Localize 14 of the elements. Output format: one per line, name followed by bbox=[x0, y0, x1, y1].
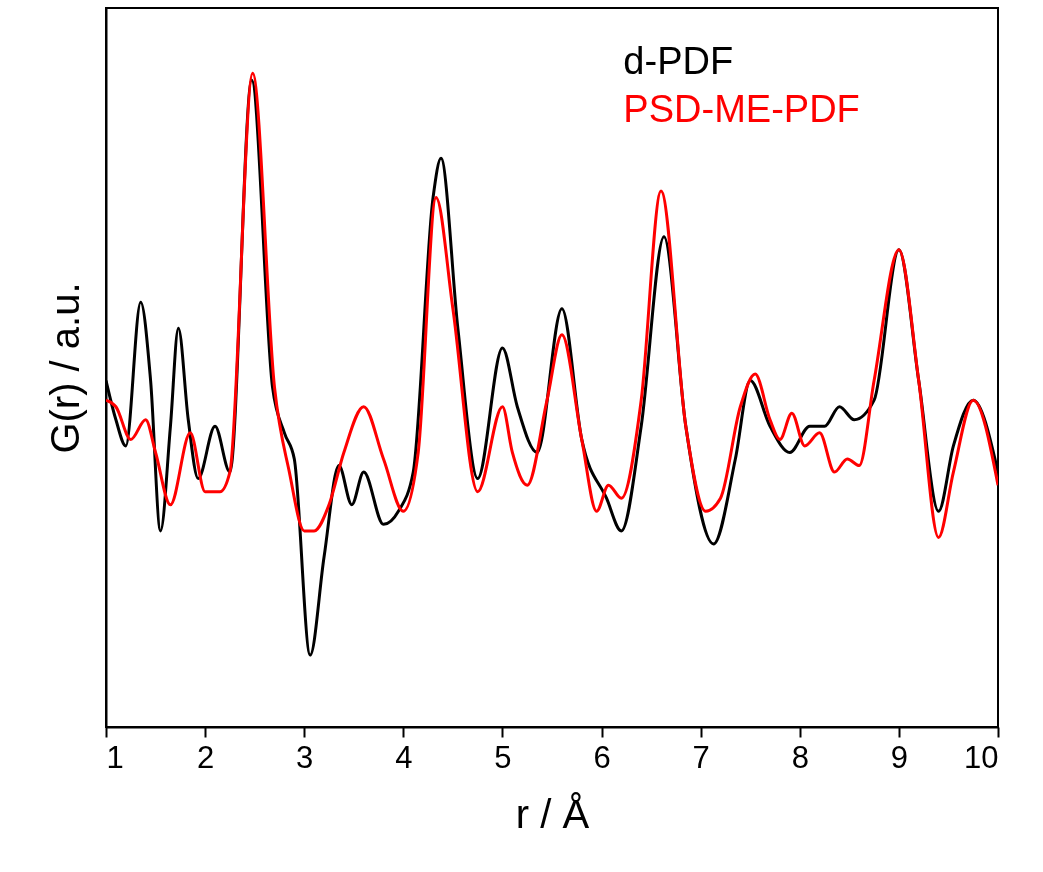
x-tick-label: 1 bbox=[106, 739, 124, 775]
y-axis-title: G(r) / a.u. bbox=[42, 282, 87, 454]
x-tick-label: 6 bbox=[593, 739, 611, 775]
x-axis-title: r / Å bbox=[515, 791, 590, 836]
x-tick-label: 5 bbox=[494, 739, 512, 775]
text: d-PDF bbox=[623, 39, 734, 82]
x-tick-label: 7 bbox=[692, 739, 710, 775]
x-tick-label: 2 bbox=[196, 739, 215, 775]
series-label: PSD-ME-PDF bbox=[623, 87, 860, 130]
x-tick-label: 9 bbox=[890, 739, 909, 775]
x-tick-label: 8 bbox=[791, 739, 809, 775]
x-tick-label: 4 bbox=[395, 739, 413, 775]
x-tick-label: 10 bbox=[964, 739, 999, 775]
x-tick-label: 3 bbox=[296, 739, 314, 775]
